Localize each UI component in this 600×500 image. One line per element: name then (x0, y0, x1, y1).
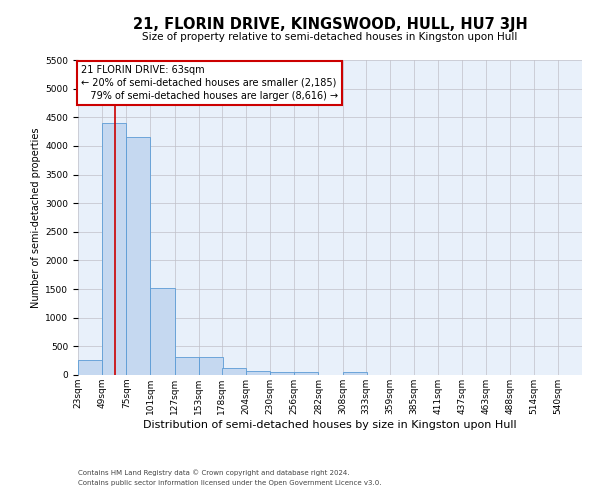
Bar (294, 372, 319, 375)
Text: Contains HM Land Registry data © Crown copyright and database right 2024.: Contains HM Land Registry data © Crown c… (78, 470, 349, 476)
Bar (246, 371, 270, 375)
Bar (78, 360, 102, 375)
Bar (199, 357, 223, 375)
Bar (343, 372, 367, 375)
X-axis label: Distribution of semi-detached houses by size in Kingston upon Hull: Distribution of semi-detached houses by … (143, 420, 517, 430)
Bar (175, 356, 199, 375)
Bar (222, 368, 246, 375)
Text: Contains public sector information licensed under the Open Government Licence v3: Contains public sector information licen… (78, 480, 382, 486)
Text: 21, FLORIN DRIVE, KINGSWOOD, HULL, HU7 3JH: 21, FLORIN DRIVE, KINGSWOOD, HULL, HU7 3… (133, 18, 527, 32)
Y-axis label: Number of semi-detached properties: Number of semi-detached properties (31, 127, 41, 308)
Bar (126, 138, 151, 375)
Bar (151, 288, 175, 375)
Bar (270, 372, 294, 375)
Text: 21 FLORIN DRIVE: 63sqm
← 20% of semi-detached houses are smaller (2,185)
   79% : 21 FLORIN DRIVE: 63sqm ← 20% of semi-det… (80, 64, 338, 101)
Text: Size of property relative to semi-detached houses in Kingston upon Hull: Size of property relative to semi-detach… (142, 32, 518, 42)
Bar (102, 123, 126, 375)
